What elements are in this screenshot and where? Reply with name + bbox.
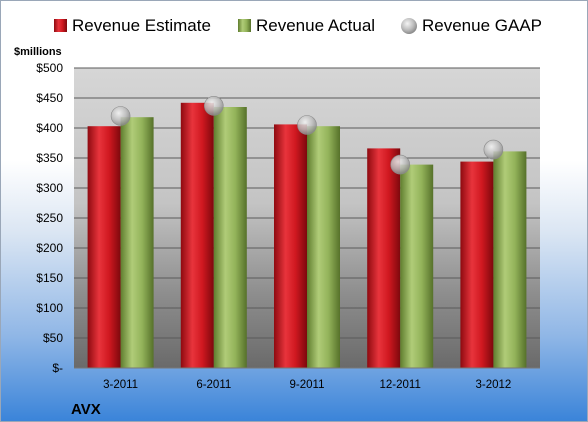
bar-estimate xyxy=(367,148,401,368)
legend-label-actual: Revenue Actual xyxy=(256,16,375,35)
y-tick-label: $400 xyxy=(36,121,63,135)
marker-gaap xyxy=(483,139,504,160)
y-tick-label: $50 xyxy=(43,331,63,345)
legend: Revenue Estimate Revenue Actual Revenue … xyxy=(54,16,542,35)
bar-actual xyxy=(400,164,434,368)
marker-gaap xyxy=(297,115,317,135)
y-axis-ticks: $- $50 $100 $150 $200 $250 $300 $350 $400 $450 $50… xyxy=(36,61,63,375)
bar-estimate xyxy=(274,124,307,369)
bar-actual xyxy=(307,126,340,368)
legend-swatch-actual xyxy=(238,19,251,32)
y-tick-label: $200 xyxy=(36,241,63,255)
bar-series xyxy=(87,102,527,369)
x-tick-label: 6-2011 xyxy=(196,379,231,391)
x-tick-label: 3-2011 xyxy=(103,379,138,391)
legend-item-gaap: Revenue GAAP xyxy=(401,16,542,35)
y-tick-label: $250 xyxy=(36,211,63,225)
x-tick-label: 9-2011 xyxy=(290,379,325,391)
legend-item-actual: Revenue Actual xyxy=(238,16,375,35)
x-tick-label: 3-2012 xyxy=(475,379,511,391)
legend-item-estimate: Revenue Estimate xyxy=(54,16,211,35)
y-tick-label: $500 xyxy=(36,61,63,75)
y-tick-label: $350 xyxy=(36,151,63,165)
bar-actual xyxy=(493,151,527,368)
y-tick-label: $300 xyxy=(36,181,63,195)
bar-actual xyxy=(120,117,154,368)
x-axis-ticks: 3-2011 6-2011 9-2011 12-2011 3-2012 xyxy=(103,379,511,391)
marker-gaap xyxy=(390,154,411,175)
legend-marker-gaap xyxy=(401,18,417,34)
bar-actual xyxy=(213,107,247,368)
y-tick-label: $100 xyxy=(36,301,63,315)
y-tick-label: $450 xyxy=(36,91,63,105)
legend-swatch-estimate xyxy=(54,19,67,32)
y-axis-unit-label: $millions xyxy=(14,46,62,58)
legend-label-gaap: Revenue GAAP xyxy=(422,16,542,35)
bar-estimate xyxy=(180,102,214,369)
gaap-markers xyxy=(110,96,504,175)
y-tick-label: $150 xyxy=(36,271,63,285)
legend-label-estimate: Revenue Estimate xyxy=(72,16,211,35)
y-tick-label: $- xyxy=(52,361,63,375)
marker-gaap xyxy=(110,106,131,126)
company-label: AVX xyxy=(71,401,101,418)
x-tick-label: 12-2011 xyxy=(380,379,421,391)
marker-gaap xyxy=(204,96,224,116)
bar-estimate xyxy=(87,126,121,368)
bar-estimate xyxy=(460,161,494,368)
